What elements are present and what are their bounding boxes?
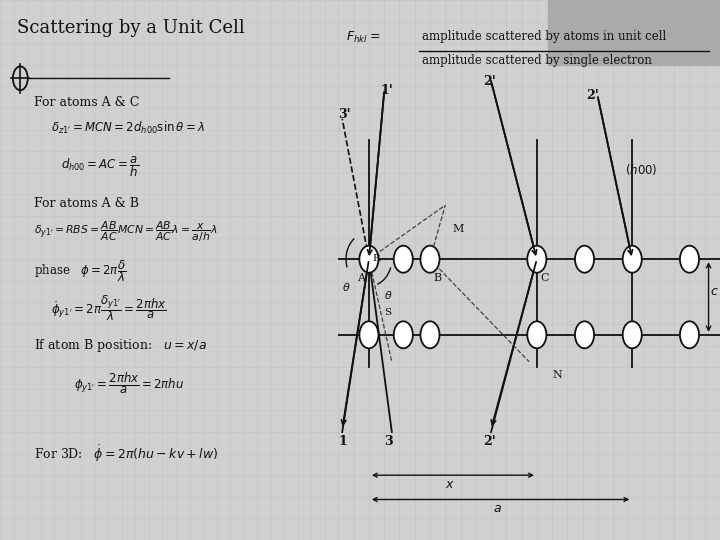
Text: 3: 3 (384, 435, 393, 448)
Text: $a$: $a$ (493, 502, 502, 515)
Text: Scattering by a Unit Cell: Scattering by a Unit Cell (17, 19, 245, 37)
Circle shape (527, 246, 546, 273)
Text: 2': 2' (587, 89, 599, 102)
Text: 1: 1 (338, 435, 347, 448)
Text: phase   $\phi = 2\pi\dfrac{\delta}{\lambda}$: phase $\phi = 2\pi\dfrac{\delta}{\lambda… (34, 258, 126, 284)
Text: R: R (373, 254, 380, 263)
Text: $\delta_{z1'} = MCN = 2d_{h00}\sin\theta = \lambda$: $\delta_{z1'} = MCN = 2d_{h00}\sin\theta… (50, 120, 204, 136)
Circle shape (527, 321, 546, 348)
Text: amplitude scattered by atoms in unit cell: amplitude scattered by atoms in unit cel… (423, 30, 667, 43)
Text: $F_{hkl}=$: $F_{hkl}=$ (346, 30, 380, 45)
Text: N: N (552, 370, 562, 380)
Text: S: S (384, 308, 391, 317)
Text: A: A (357, 273, 366, 283)
Text: $\theta$: $\theta$ (384, 289, 393, 301)
Text: $\phi_{y1'} = \dfrac{2\pi hx}{a} = 2\pi hu$: $\phi_{y1'} = \dfrac{2\pi hx}{a} = 2\pi … (74, 372, 185, 396)
Circle shape (420, 321, 439, 348)
Text: For 3D:   $\dot{\phi} = 2\pi(hu - kv + lw)$: For 3D: $\dot{\phi} = 2\pi(hu - kv + lw)… (34, 444, 218, 464)
Bar (549, 0, 720, 65)
Text: 2': 2' (483, 75, 496, 87)
Text: $\delta_{y1'} = RBS = \dfrac{AB}{AC}MCN = \dfrac{AB}{AC}\lambda = \dfrac{x}{a/h}: $\delta_{y1'} = RBS = \dfrac{AB}{AC}MCN … (34, 219, 217, 244)
Circle shape (680, 321, 699, 348)
Circle shape (575, 321, 594, 348)
Text: M: M (453, 224, 464, 234)
Circle shape (575, 246, 594, 273)
Text: $\theta$: $\theta$ (342, 281, 351, 293)
Circle shape (623, 246, 642, 273)
Circle shape (394, 321, 413, 348)
Text: amplitude scattered by single electron: amplitude scattered by single electron (423, 54, 652, 67)
Circle shape (680, 246, 699, 273)
Text: $c$: $c$ (711, 285, 719, 298)
Text: $x$: $x$ (445, 478, 455, 491)
Text: C: C (541, 273, 549, 283)
Text: For atoms A & C: For atoms A & C (34, 96, 139, 109)
Text: $\dot{\phi}_{y1'} = 2\pi\dfrac{\delta_{y1'}}{\lambda} = \dfrac{2\pi hx}{a}$: $\dot{\phi}_{y1'} = 2\pi\dfrac{\delta_{y… (50, 293, 166, 322)
Text: $d_{h00} = AC = \dfrac{a}{h}$: $d_{h00} = AC = \dfrac{a}{h}$ (61, 154, 139, 179)
Circle shape (394, 246, 413, 273)
Circle shape (623, 321, 642, 348)
Text: 1': 1' (380, 84, 393, 97)
Text: 3': 3' (338, 108, 351, 121)
Text: $(h00)$: $(h00)$ (625, 162, 657, 177)
Circle shape (420, 246, 439, 273)
Text: B: B (433, 273, 442, 283)
Text: 2': 2' (483, 435, 496, 448)
Circle shape (359, 246, 379, 273)
Text: For atoms A & B: For atoms A & B (34, 197, 139, 210)
Text: If atom B position:   $u = x/a$: If atom B position: $u = x/a$ (34, 337, 207, 354)
Circle shape (359, 321, 379, 348)
